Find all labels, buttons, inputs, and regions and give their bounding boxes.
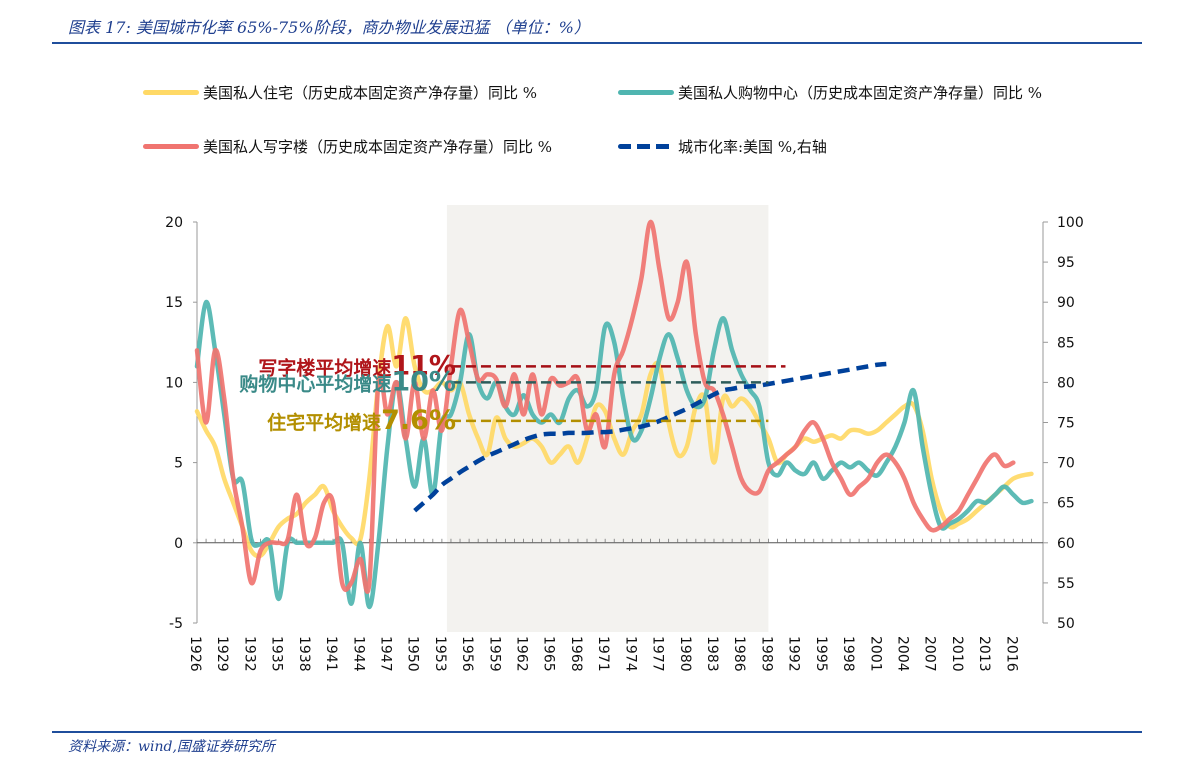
source-note: 资料来源：wind,国盛证券研究所	[68, 739, 275, 755]
right-axis-label: 95	[1057, 255, 1075, 271]
legend-item-residential: 美国私人住宅（历史成本固定资产净存量）同比 %	[143, 82, 537, 103]
x-axis-label: 1929	[214, 636, 230, 672]
legend-label: 美国私人写字楼（历史成本固定资产净存量）同比 %	[203, 138, 553, 156]
x-axis-label: 1974	[622, 636, 638, 672]
legend-swatch-dashed-blue-icon	[618, 144, 674, 149]
annotation-label: 写字楼平均增速	[258, 356, 391, 379]
shopping-average-annotation: 购物中心平均增速10%	[239, 366, 456, 397]
footer-divider	[52, 731, 1142, 733]
left-axis-label: -5	[169, 616, 183, 632]
x-axis-label: 1977	[650, 636, 666, 672]
x-axis-label: 1968	[568, 636, 584, 672]
legend-swatch-yellow-icon	[143, 90, 199, 95]
x-axis-label: 2013	[976, 636, 992, 672]
x-axis-label: 1992	[786, 636, 802, 672]
annotation-label: 购物中心平均增速	[239, 372, 391, 395]
legend-swatch-red-icon	[143, 144, 199, 149]
x-axis-label: 1947	[377, 636, 393, 672]
x-axis-label: 1983	[704, 636, 720, 672]
right-axis-label: 90	[1057, 295, 1075, 311]
x-axis-label: 2007	[922, 636, 938, 672]
legend-label: 美国私人住宅（历史成本固定资产净存量）同比 %	[203, 84, 538, 102]
right-axis-label: 60	[1057, 536, 1075, 552]
right-axis-label: 100	[1057, 215, 1084, 231]
title-text: 美国城市化率 65%-75%阶段，商办物业发展迅猛 （单位：%）	[135, 18, 590, 37]
title-prefix: 图表 17:	[68, 18, 131, 37]
x-axis-label: 1986	[731, 636, 747, 672]
x-axis-label: 1932	[241, 636, 257, 672]
x-axis-label: 1950	[405, 636, 421, 672]
x-axis-label: 1938	[296, 636, 312, 672]
x-axis-label: 2001	[867, 636, 883, 672]
left-axis-label: 20	[165, 215, 183, 231]
x-axis-label: 2004	[894, 636, 910, 672]
series-office-line	[194, 219, 1016, 594]
legend-item-shopping-center: 美国私人购物中心（历史成本固定资产净存量）同比 %	[618, 82, 1042, 103]
series-urbanization-line	[413, 361, 887, 513]
right-axis-label: 70	[1057, 456, 1075, 472]
x-axis-label: 1980	[677, 636, 693, 672]
title-divider	[52, 42, 1142, 44]
legend-label: 美国私人购物中心（历史成本固定资产净存量）同比 %	[678, 84, 1043, 102]
right-axis-label: 50	[1057, 616, 1075, 632]
left-axis-label: 10	[165, 375, 183, 391]
x-axis-label: 2016	[1003, 636, 1019, 672]
annotation-value: 7.6%	[381, 405, 456, 436]
x-axis-label: 1989	[758, 636, 774, 672]
x-axis-label: 1965	[541, 636, 557, 672]
annotation-label: 住宅平均增速	[267, 411, 381, 434]
x-axis-label: 1953	[432, 636, 448, 672]
office-average-annotation: 写字楼平均增速11%	[258, 350, 456, 381]
x-axis-label: 1995	[813, 636, 829, 672]
x-axis-label: 1926	[187, 636, 203, 672]
x-axis-label: 1959	[486, 636, 502, 672]
legend-swatch-teal-icon	[618, 90, 674, 95]
left-axis-label: 15	[165, 295, 183, 311]
annotation-value: 11%	[391, 350, 456, 381]
x-axis-label: 1944	[350, 636, 366, 672]
right-axis-label: 55	[1057, 576, 1075, 592]
left-axis-label: 0	[174, 536, 183, 552]
left-axis-label: 5	[174, 456, 183, 472]
legend-item-urbanization: 城市化率:美国 %,右轴	[618, 136, 827, 157]
right-axis-label: 65	[1057, 496, 1075, 512]
x-axis-label: 2010	[949, 636, 965, 672]
residential-average-annotation: 住宅平均增速7.6%	[267, 405, 456, 436]
right-axis-label: 75	[1057, 416, 1075, 432]
x-axis-label: 1971	[595, 636, 611, 672]
x-axis-label: 1941	[323, 636, 339, 672]
x-axis-label: 1956	[459, 636, 475, 672]
x-axis-label: 1962	[514, 636, 530, 672]
legend-item-office: 美国私人写字楼（历史成本固定资产净存量）同比 %	[143, 136, 552, 157]
right-axis-label: 85	[1057, 335, 1075, 351]
x-axis-label: 1998	[840, 636, 856, 672]
right-axis-label: 80	[1057, 375, 1075, 391]
x-axis-label: 1935	[269, 636, 285, 672]
legend-label: 城市化率:美国 %,右轴	[678, 138, 827, 156]
annotation-value: 10%	[391, 366, 456, 397]
chart-title: 图表 17: 美国城市化率 65%-75%阶段，商办物业发展迅猛 （单位：%）	[68, 14, 590, 38]
